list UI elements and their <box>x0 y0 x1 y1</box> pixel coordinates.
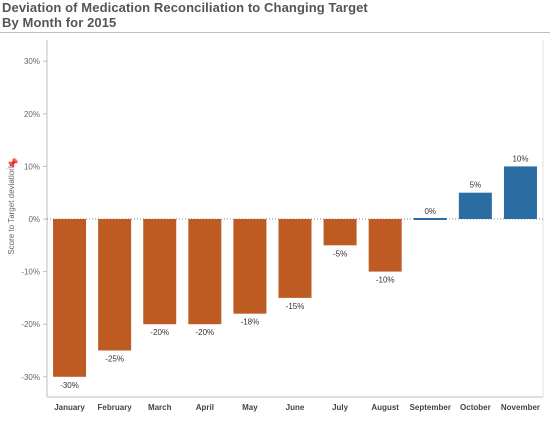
data-label: 5% <box>470 181 482 190</box>
bar <box>143 219 177 325</box>
y-tick-label: 20% <box>24 110 40 119</box>
x-tick-label: February <box>98 403 133 412</box>
data-label: -15% <box>286 302 305 311</box>
bar <box>458 192 492 219</box>
y-tick-label: -10% <box>21 268 40 277</box>
bar <box>323 219 357 246</box>
chart-title-line-1: Deviation of Medication Reconciliation t… <box>2 0 368 15</box>
data-label: -20% <box>150 328 169 337</box>
data-label: -30% <box>60 381 79 390</box>
bar <box>503 166 537 219</box>
x-tick-label: January <box>54 403 85 412</box>
data-label: 10% <box>512 154 528 163</box>
x-tick-label: November <box>501 403 540 412</box>
bar <box>233 219 267 314</box>
x-tick-label: July <box>332 403 349 412</box>
x-tick-label: August <box>371 403 399 412</box>
x-tick-label: April <box>196 403 214 412</box>
bar <box>53 219 87 377</box>
data-label: 0% <box>424 207 436 216</box>
data-label: -18% <box>241 318 260 327</box>
chart-title: Deviation of Medication Reconciliation t… <box>2 0 368 30</box>
chart-title-line-2: By Month for 2015 <box>2 15 117 30</box>
bar <box>368 219 402 272</box>
data-label: -20% <box>195 328 214 337</box>
bar <box>278 219 312 298</box>
pin-icon[interactable]: 📌 <box>6 159 19 170</box>
title-divider <box>0 32 550 33</box>
bar <box>413 218 447 220</box>
data-label: -5% <box>333 249 347 258</box>
data-label: -10% <box>376 276 395 285</box>
data-label: -25% <box>105 355 124 364</box>
x-tick-label: May <box>242 403 258 412</box>
y-tick-label: 10% <box>24 162 40 171</box>
x-tick-label: June <box>286 403 305 412</box>
y-tick-label: 30% <box>24 57 40 66</box>
x-tick-label: March <box>148 403 172 412</box>
bar <box>188 219 222 325</box>
y-axis-title: Score to Target deviation <box>7 166 16 254</box>
x-tick-label: October <box>460 403 491 412</box>
y-tick-label: -20% <box>21 320 40 329</box>
bar <box>98 219 132 351</box>
y-tick-label: 0% <box>28 215 40 224</box>
y-tick-label: -30% <box>21 373 40 382</box>
x-tick-label: September <box>410 403 451 412</box>
